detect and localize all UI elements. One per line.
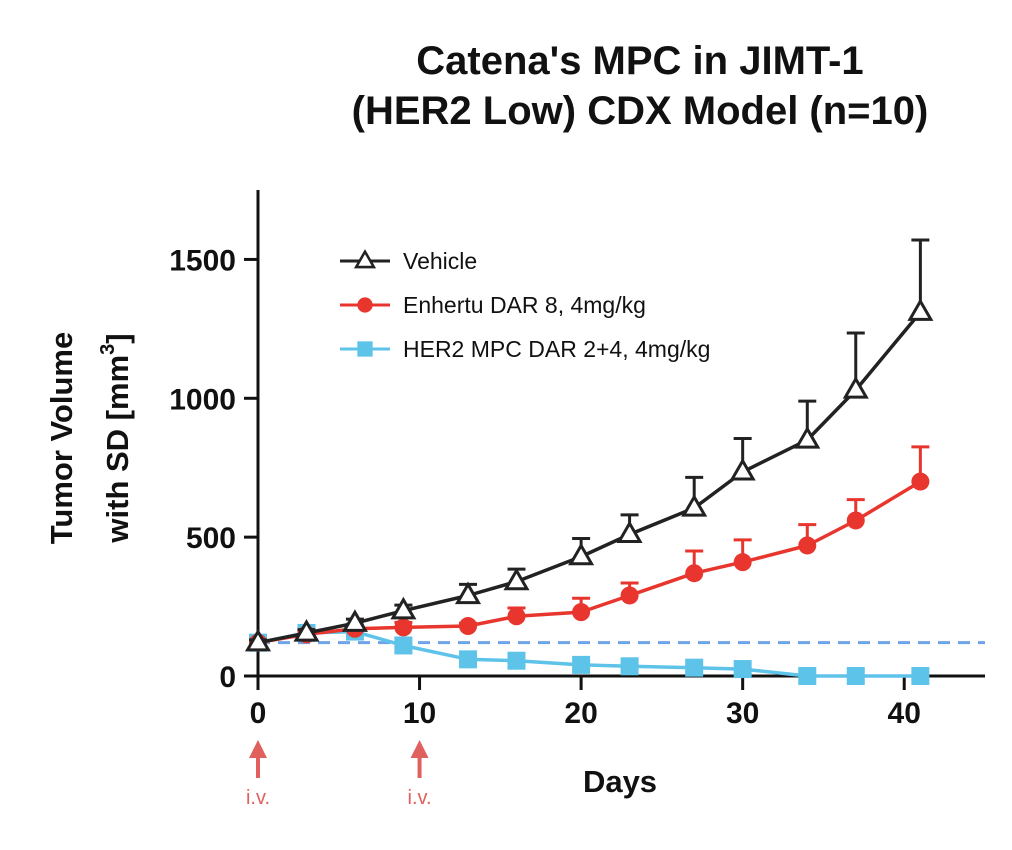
point-0-1 [293,618,320,642]
point-2-12 [911,667,930,685]
legend-marker-2 [357,341,373,357]
point-2-4 [459,650,478,669]
x-tick-label-3: 30 [726,697,759,730]
legend-label-0: Vehicle [403,248,477,274]
point-2-6 [572,655,591,674]
point-0-6 [568,542,595,566]
y-axis-label-bracket: ] [100,333,135,343]
point-1-6 [572,603,591,622]
iv-label-1: i.v. [408,787,432,809]
point-0-11 [842,375,869,399]
point-0-9 [729,457,756,481]
x-tick-label-4: 40 [888,697,921,730]
y-axis-label-line-2: with SD [mm3] [97,333,135,543]
point-1-3 [394,618,413,637]
point-0-8 [681,493,708,517]
y-tick-label-3: 1500 [169,244,236,277]
legend-label-2: HER2 MPC DAR 2+4, 4mg/kg [403,336,710,362]
y-axis-label-superscript: 3 [97,344,119,355]
series-0 [244,238,934,652]
point-1-7 [620,586,639,605]
point-1-11 [846,511,865,530]
point-1-4 [459,617,478,636]
point-2-9 [733,660,752,679]
point-0-7 [616,520,643,544]
chart-title-line-1: Catena's MPC in JIMT-1 [416,39,864,83]
legend-label-1: Enhertu DAR 8, 4mg/kg [403,292,646,318]
point-0-12 [907,298,934,321]
x-tick-label-0: 0 [250,697,267,730]
point-0-2 [341,609,368,632]
point-2-7 [620,657,639,676]
point-1-5 [507,607,526,626]
point-0-10 [794,425,821,449]
iv-label-0: i.v. [246,787,270,809]
chart-title: Catena's MPC in JIMT-1 (HER2 Low) CDX Mo… [0,36,1012,136]
point-0-0 [244,628,272,652]
point-2-3 [394,636,413,655]
point-1-12 [911,472,930,491]
x-tick-label-1: 10 [403,697,436,730]
point-1-9 [733,553,752,572]
y-axis-label: Tumor Volume with SD [mm3] [44,332,135,544]
chart-title-line-2: (HER2 Low) CDX Model (n=10) [351,89,929,133]
iv-arrow-head-1 [410,740,429,758]
point-2-5 [507,651,526,670]
iv-arrow-head-0 [249,740,267,758]
point-1-10 [798,536,817,555]
point-2-11 [846,667,865,685]
y-tick-label-0: 0 [219,661,236,694]
point-0-5 [503,567,530,591]
x-axis-label: Days [583,764,657,799]
y-axis-label-unit: with SD [mm [100,355,135,544]
y-tick-label-2: 1000 [169,383,236,416]
x-tick-label-2: 20 [564,697,597,730]
point-2-8 [685,658,704,677]
y-tick-label-1: 500 [186,522,236,555]
point-0-4 [454,581,482,605]
point-2-10 [798,667,817,685]
legend-marker-0 [353,249,377,269]
point-0-3 [390,596,417,620]
legend-marker-1 [357,297,373,313]
y-axis-label-line-1: Tumor Volume [44,332,79,544]
point-1-8 [685,564,704,583]
